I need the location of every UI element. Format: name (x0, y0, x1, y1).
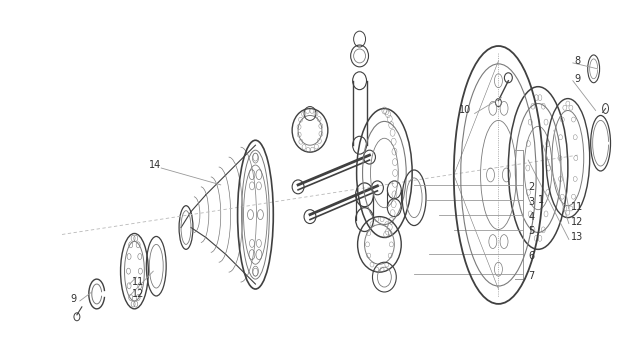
Text: 14: 14 (150, 160, 161, 170)
Text: 6: 6 (528, 251, 535, 261)
Text: 13: 13 (571, 233, 583, 242)
Text: 4: 4 (528, 211, 535, 222)
Text: 10: 10 (459, 105, 471, 116)
Text: 12: 12 (132, 289, 144, 299)
Text: 11: 11 (571, 202, 583, 212)
Text: 1: 1 (538, 195, 544, 205)
Text: 11: 11 (132, 277, 144, 287)
Text: 9: 9 (575, 74, 581, 84)
Text: 7: 7 (528, 271, 535, 281)
Text: 2: 2 (528, 182, 535, 192)
Text: 8: 8 (575, 56, 581, 66)
Text: 5: 5 (528, 226, 535, 237)
Text: 12: 12 (571, 217, 583, 226)
Text: 9: 9 (70, 294, 76, 304)
Text: 3: 3 (528, 197, 535, 207)
